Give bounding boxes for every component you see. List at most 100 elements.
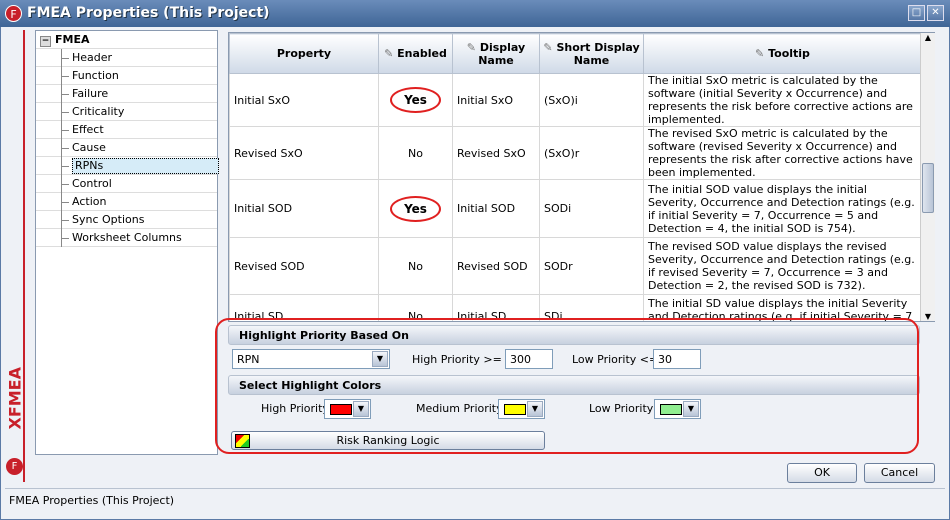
scroll-up-icon[interactable]: ▲ [924,33,932,42]
edit-icon: ✎ [466,40,480,54]
cell-tooltip[interactable]: The revised SxO metric is calculated by … [643,126,922,180]
tree-item-label: Function [72,69,119,82]
tree-item-label: Criticality [72,105,125,118]
tree-item[interactable]: Sync Options [36,211,217,229]
medium-color-picker[interactable]: ▼ [498,399,545,419]
scroll-down-icon[interactable]: ▼ [924,312,932,321]
cell-tooltip[interactable]: The initial SD value displays the initia… [643,294,922,321]
column-header-label: Property [276,47,332,60]
cell-enabled[interactable]: No [378,237,453,295]
scroll-thumb[interactable] [922,163,934,213]
low-color-swatch [660,404,682,415]
table-row[interactable]: Initial SOD Yes Initial SOD SODi The initial… [229,179,922,238]
enabled-value: No [408,259,423,273]
column-header[interactable]: Property [229,33,379,74]
cell-property[interactable]: Initial SxO [229,73,379,127]
tooltip-value: The revised SxO metric is calculated by … [648,127,913,179]
column-header[interactable]: ✎ Display Name [452,33,540,74]
property-value: Initial SOD [234,202,293,215]
maximize-button[interactable]: □ [908,5,925,21]
short-value: SDi [544,310,563,322]
app-logo-icon: F [5,5,22,22]
tree-item[interactable]: Effect [36,121,217,139]
table-row[interactable]: Revised SOD No Revised SOD SODr The revised … [229,237,922,295]
chevron-down-icon[interactable]: ▼ [527,401,543,417]
cell-short[interactable]: SODi [539,179,644,238]
display-value: Revised SOD [457,259,528,273]
column-header[interactable]: ✎ Tooltip [643,33,922,74]
close-button[interactable]: ✕ [927,5,944,21]
column-header[interactable]: ✎ Enabled [378,33,453,74]
tree-item[interactable]: Criticality [36,103,217,121]
tree-item-label: Effect [72,123,104,136]
cell-display[interactable]: Initial SOD [452,179,540,238]
tree-item[interactable]: Failure [36,85,217,103]
tree-item-label: Header [72,51,113,64]
ok-button[interactable]: OK [787,463,857,483]
priority-basis-select[interactable]: RPN ▼ [232,349,390,369]
display-value: Revised SxO [457,146,526,160]
cell-display[interactable]: Initial SD [452,294,540,321]
highlight-priority-header: Highlight Priority Based On [228,325,920,345]
chevron-down-icon[interactable]: ▼ [353,401,369,417]
tree-item[interactable]: Cause [36,139,217,157]
cell-property[interactable]: Initial SD [229,294,379,322]
brand-text: XFMEA [5,367,25,430]
collapse-icon[interactable]: − [40,36,51,47]
tree-item[interactable]: Action [36,193,217,211]
risk-ranking-logic-label: Risk Ranking Logic [336,434,440,447]
property-value: Initial SD [234,310,284,322]
low-color-picker[interactable]: ▼ [654,399,701,419]
short-value: SODr [544,259,573,273]
column-header[interactable]: ✎ Short Display Name [539,33,644,74]
cell-display[interactable]: Initial SxO [452,73,540,127]
cell-tooltip[interactable]: The initial SxO metric is calculated by … [643,73,922,127]
enabled-value: No [408,146,423,160]
tree-root[interactable]: − FMEA [36,31,217,49]
chevron-down-icon[interactable]: ▼ [372,351,388,367]
cell-enabled[interactable]: No [378,294,453,321]
cell-short[interactable]: (SxO)i [539,73,644,127]
low-priority-input[interactable]: 30 [653,349,701,369]
cell-property[interactable]: Revised SxO [229,126,379,180]
grid-scrollbar[interactable]: ▲ ▼ [920,33,935,321]
chevron-down-icon[interactable]: ▼ [683,401,699,417]
tree-item[interactable]: Worksheet Columns [36,229,217,247]
cell-enabled[interactable]: Yes [378,179,453,238]
high-priority-input[interactable]: 300 [505,349,553,369]
cell-tooltip[interactable]: The revised SOD value displays the revis… [643,237,922,295]
cancel-button[interactable]: Cancel [864,463,935,483]
risk-ranking-logic-button[interactable]: Risk Ranking Logic [231,431,545,450]
cell-display[interactable]: Revised SOD [452,237,540,295]
category-tree: − FMEA Header Function Failure Criticality Ef… [35,30,219,455]
short-value: SODi [544,202,572,215]
tooltip-value: The revised SOD value displays the revis… [648,240,915,292]
tree-item[interactable]: Header [36,49,217,67]
tree-item[interactable]: Function [36,67,217,85]
property-value: Initial SxO [234,93,291,107]
cell-short[interactable]: SODr [539,237,644,295]
enabled-value: Yes [390,195,441,222]
high-color-picker[interactable]: ▼ [324,399,371,419]
cell-display[interactable]: Revised SxO [452,126,540,180]
edit-icon: ✎ [384,47,398,60]
edit-icon: ✎ [543,40,557,54]
properties-grid: Property ✎ Enabled ✎ Display Name ✎ Short D… [228,32,935,322]
tree-item-label: RPNs [72,158,219,174]
table-row[interactable]: Initial SxO Yes Initial SxO (SxO)i The initi… [229,73,922,127]
tree-item[interactable]: RPNs [36,157,219,175]
cell-property[interactable]: Initial SOD [229,179,379,238]
display-value: Initial SxO [457,93,514,107]
window-title: FMEA Properties (This Project) [27,5,270,21]
cell-enabled[interactable]: Yes [378,73,453,127]
cell-property[interactable]: Revised SOD [229,237,379,295]
medium-color-swatch [504,404,526,415]
table-row[interactable]: Revised SxO No Revised SxO (SxO)r The revise… [229,126,922,180]
table-row[interactable]: Initial SD No Initial SD SDi The initial SD … [229,294,922,322]
cell-short[interactable]: (SxO)r [539,126,644,180]
tree-item[interactable]: Control [36,175,217,193]
cell-enabled[interactable]: No [378,126,453,180]
cell-short[interactable]: SDi [539,294,644,322]
short-value: (SxO)r [544,146,580,160]
cell-tooltip[interactable]: The initial SOD value displays the initi… [643,179,922,238]
